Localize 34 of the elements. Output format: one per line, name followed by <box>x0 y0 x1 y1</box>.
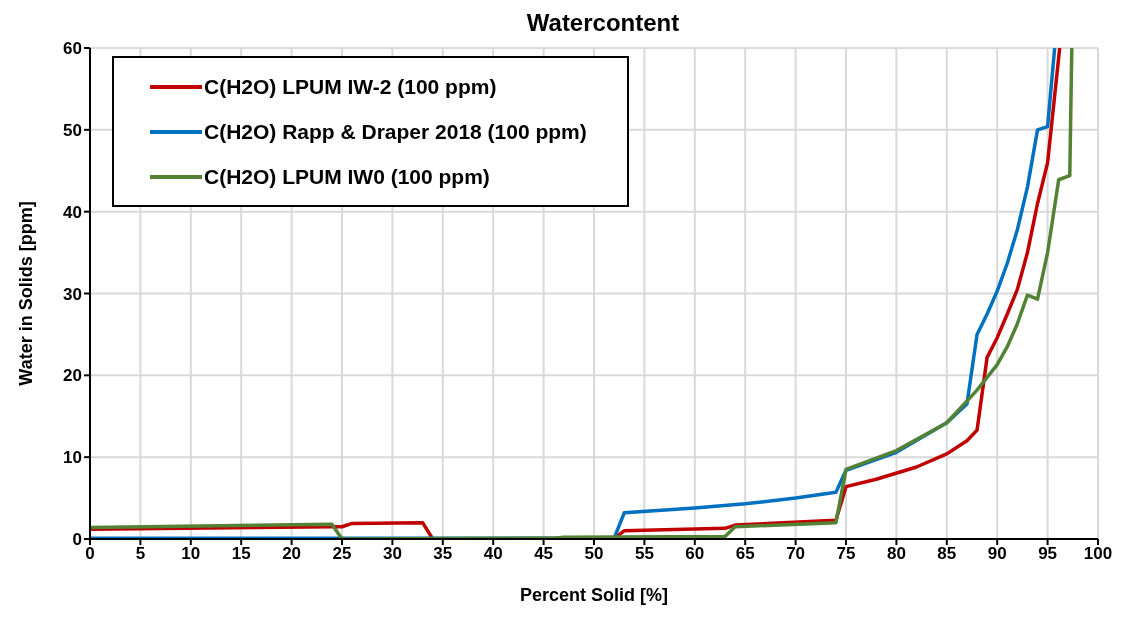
y-tick-label: 10 <box>63 448 82 468</box>
x-tick-label: 85 <box>937 544 957 564</box>
x-tick-label: 95 <box>1038 544 1058 564</box>
y-axis-title: Water in Solids [ppm] <box>16 201 37 386</box>
legend-label: C(H2O) Rapp & Draper 2018 (100 ppm) <box>204 119 587 144</box>
y-tick-label: 0 <box>72 530 82 550</box>
y-tick-label: 60 <box>63 39 82 59</box>
x-tick-label: 45 <box>534 544 554 564</box>
x-tick-label: 30 <box>382 544 402 564</box>
x-tick-label: 80 <box>886 544 906 564</box>
x-tick-label: 20 <box>282 544 302 564</box>
x-tick-label: 60 <box>685 544 705 564</box>
legend-label: C(H2O) LPUM IW0 (100 ppm) <box>204 164 490 189</box>
x-tick-label: 25 <box>332 544 352 564</box>
x-tick-label: 40 <box>483 544 503 564</box>
x-tick-label: 90 <box>987 544 1007 564</box>
x-tick-label: 70 <box>786 544 806 564</box>
legend-label: C(H2O) LPUM IW-2 (100 ppm) <box>204 74 497 99</box>
x-tick-label: 35 <box>433 544 453 564</box>
x-tick-label: 0 <box>85 544 95 564</box>
y-tick-label: 40 <box>63 202 82 222</box>
x-tick-label: 100 <box>1083 544 1113 564</box>
x-tick-label: 15 <box>231 544 251 564</box>
y-tick-label: 50 <box>63 120 82 140</box>
x-tick-label: 5 <box>135 544 146 564</box>
x-tick-label: 55 <box>634 544 654 564</box>
x-tick-label: 65 <box>735 544 755 564</box>
chart-title: Watercontent <box>525 8 681 38</box>
x-tick-label: 10 <box>181 544 201 564</box>
y-tick-label: 30 <box>63 284 82 304</box>
y-tick-label: 20 <box>63 366 82 386</box>
x-tick-label: 50 <box>584 544 604 564</box>
x-tick-label: 75 <box>836 544 856 564</box>
x-axis-title: Percent Solid [%] <box>519 585 669 605</box>
